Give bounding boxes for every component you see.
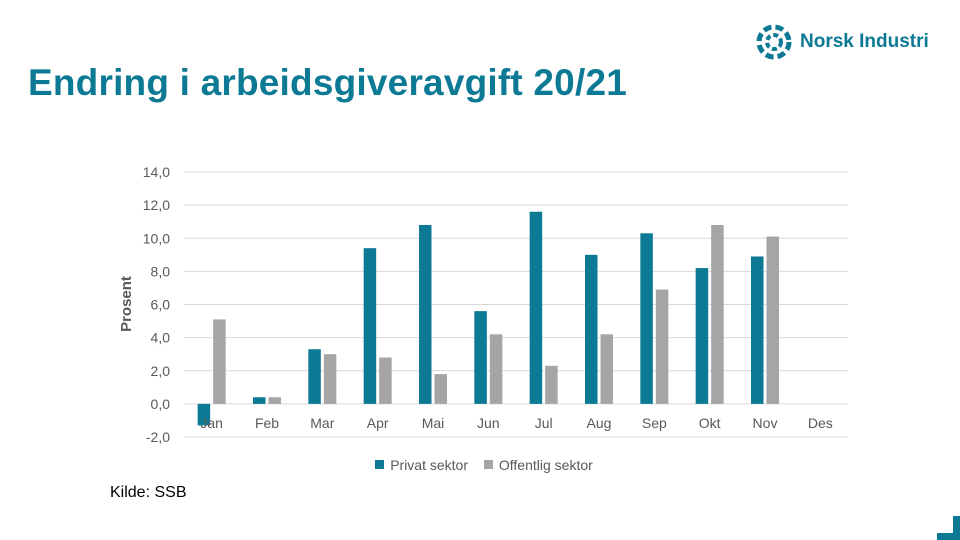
legend-item-privat: Privat sektor bbox=[375, 457, 468, 473]
x-tick-label: Mai bbox=[422, 415, 445, 431]
x-tick-label: Okt bbox=[699, 415, 721, 431]
x-tick-label: Mar bbox=[310, 415, 334, 431]
bar-privat-mai bbox=[419, 225, 432, 404]
x-tick-label: Apr bbox=[367, 415, 389, 431]
x-tick-label: Sep bbox=[642, 415, 667, 431]
y-tick-label: -2,0 bbox=[146, 429, 170, 445]
y-tick-label: 14,0 bbox=[143, 164, 170, 180]
gridlines bbox=[184, 171, 848, 438]
y-tick-label: 4,0 bbox=[151, 330, 171, 346]
bar-offentlig-sep bbox=[655, 289, 669, 404]
y-tick-label: 10,0 bbox=[143, 230, 170, 246]
norsk-industri-logo-icon bbox=[756, 24, 792, 60]
legend-swatch-privat bbox=[375, 460, 385, 469]
bar-privat-jun bbox=[474, 311, 487, 404]
bar-offentlig-okt bbox=[711, 225, 724, 404]
legend-swatch-offentlig bbox=[483, 460, 493, 469]
corner-mark-icon bbox=[937, 516, 960, 540]
logo-text: Norsk Industri bbox=[800, 31, 929, 52]
x-tick-label: Feb bbox=[255, 415, 279, 431]
x-tick-label: Aug bbox=[587, 415, 612, 431]
x-tick-label: Des bbox=[808, 415, 833, 431]
x-axis-ticks: Jan Feb Mar Apr Mai Jun Jul Aug Sep Okt Nov Des bbox=[200, 415, 832, 431]
bar-offentlig-jan bbox=[213, 319, 226, 404]
legend-label-offentlig: Offentlig sektor bbox=[498, 456, 593, 473]
y-tick-label: 2,0 bbox=[151, 363, 171, 379]
bar-privat-feb bbox=[253, 397, 266, 404]
y-tick-label: 8,0 bbox=[151, 263, 171, 279]
legend-label-privat: Privat sektor bbox=[390, 456, 468, 473]
bar-offentlig-apr bbox=[379, 357, 392, 404]
bar-offentlig-mar bbox=[323, 354, 337, 404]
bar-privat-jan bbox=[197, 403, 211, 426]
bar-offentlig-jun bbox=[489, 334, 503, 404]
bar-privat-sep bbox=[640, 233, 653, 404]
legend-item-offentlig: Offentlig sektor bbox=[483, 456, 593, 473]
bar-privat-mar bbox=[308, 349, 321, 404]
bar-privat-aug bbox=[585, 254, 598, 404]
x-tick-label: Nov bbox=[753, 415, 778, 431]
slide-title: Endring i arbeidsgiveravgift 20/21 bbox=[28, 62, 627, 103]
logo: Norsk Industri bbox=[756, 24, 929, 60]
bar-offentlig-jul bbox=[545, 365, 558, 404]
y-tick-label: 0,0 bbox=[151, 396, 171, 412]
y-axis-label: Prosent bbox=[118, 276, 135, 332]
legend: Privat sektor Offentlig sektor bbox=[0, 456, 960, 473]
bar-offentlig-feb bbox=[268, 397, 281, 404]
bar-offentlig-nov bbox=[766, 236, 779, 404]
bar-privat-okt bbox=[695, 268, 709, 404]
y-tick-label: 12,0 bbox=[143, 197, 170, 213]
x-tick-label: Jan bbox=[200, 415, 223, 431]
bars bbox=[197, 211, 779, 426]
bar-privat-jul bbox=[529, 211, 543, 404]
bar-offentlig-aug bbox=[600, 334, 613, 404]
x-tick-label: Jul bbox=[535, 415, 553, 431]
bar-privat-apr bbox=[363, 248, 377, 404]
bar-privat-nov bbox=[751, 256, 764, 404]
bar-offentlig-mai bbox=[434, 374, 447, 404]
y-axis-ticks: -2,0 0,0 2,0 4,0 6,0 8,0 10,0 12,0 14,0 bbox=[143, 164, 170, 445]
x-tick-label: Jun bbox=[477, 415, 500, 431]
y-tick-label: 6,0 bbox=[151, 297, 171, 313]
source-note: Kilde: SSB bbox=[110, 484, 187, 501]
